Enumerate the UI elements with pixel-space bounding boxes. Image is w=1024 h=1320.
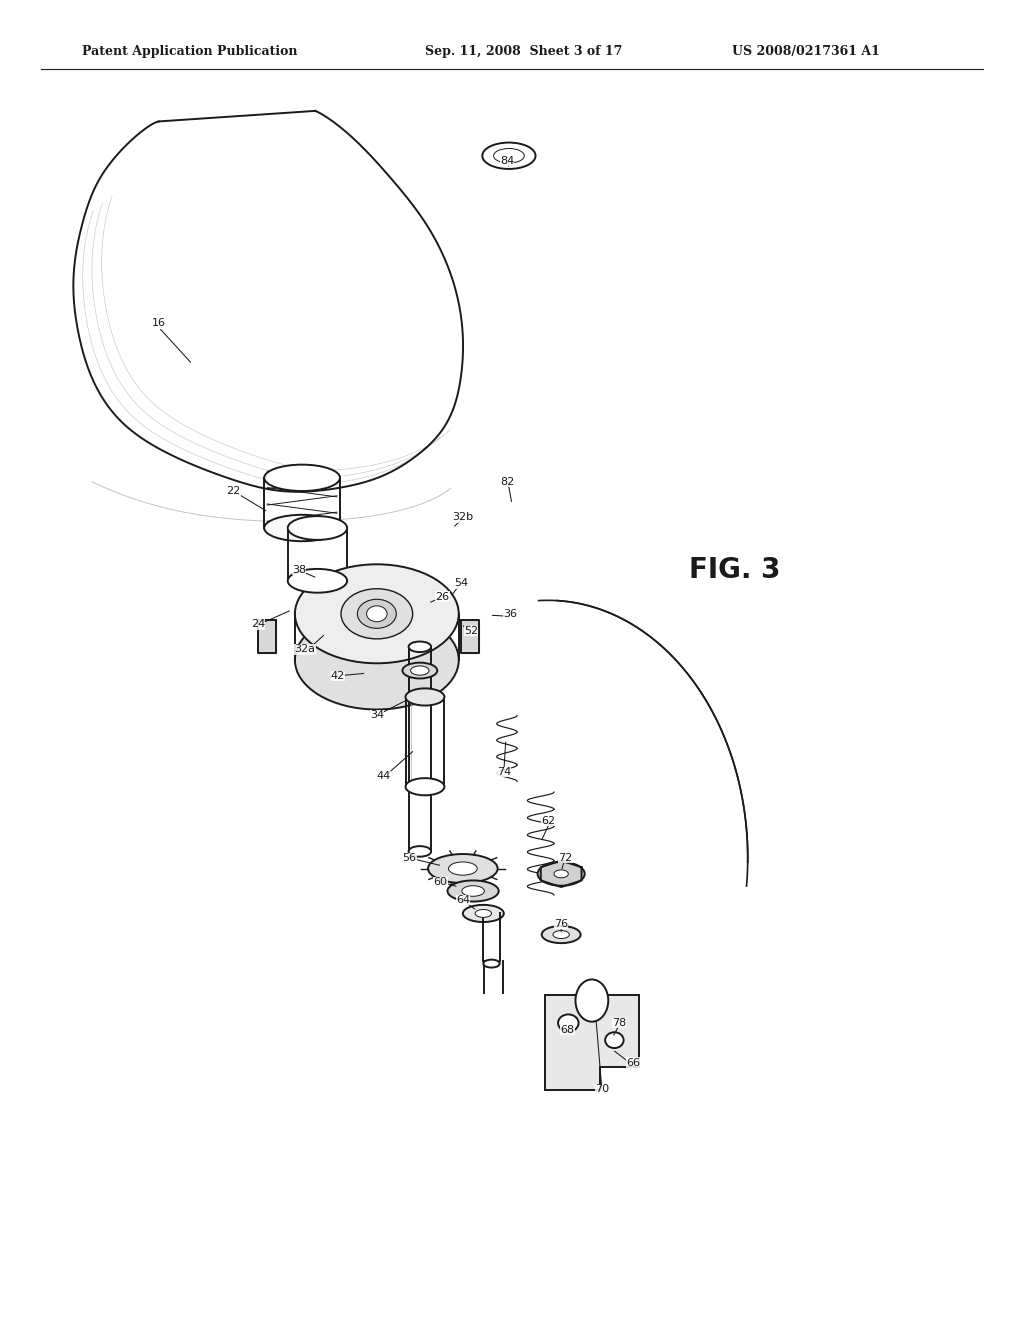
Ellipse shape (406, 689, 444, 706)
Text: Patent Application Publication: Patent Application Publication (82, 45, 297, 58)
Polygon shape (461, 620, 479, 653)
Ellipse shape (288, 516, 347, 540)
Ellipse shape (264, 465, 340, 491)
Text: 66: 66 (626, 1057, 640, 1068)
Text: 22: 22 (226, 486, 241, 496)
Ellipse shape (341, 589, 413, 639)
Text: 64: 64 (456, 895, 470, 906)
Text: 84: 84 (500, 156, 514, 166)
Ellipse shape (295, 565, 459, 663)
Text: 32a: 32a (295, 644, 315, 655)
Ellipse shape (554, 870, 568, 878)
Ellipse shape (483, 960, 500, 968)
Text: 56: 56 (402, 853, 417, 863)
Text: 78: 78 (612, 1018, 627, 1028)
Text: 38: 38 (292, 565, 306, 576)
Text: 62: 62 (541, 816, 555, 826)
Ellipse shape (553, 931, 569, 939)
Text: 52: 52 (464, 626, 478, 636)
Ellipse shape (295, 610, 459, 710)
Text: 32b: 32b (453, 512, 473, 523)
Circle shape (575, 979, 608, 1022)
Ellipse shape (542, 927, 581, 942)
Text: FIG. 3: FIG. 3 (689, 556, 781, 585)
Text: 36: 36 (503, 609, 517, 619)
Text: 70: 70 (595, 1084, 609, 1094)
Ellipse shape (449, 862, 477, 875)
Text: US 2008/0217361 A1: US 2008/0217361 A1 (732, 45, 880, 58)
Ellipse shape (409, 642, 431, 652)
Polygon shape (545, 995, 639, 1090)
Ellipse shape (409, 846, 431, 857)
Text: 82: 82 (500, 477, 514, 487)
Ellipse shape (288, 569, 347, 593)
Ellipse shape (482, 143, 536, 169)
Polygon shape (258, 620, 276, 653)
Text: 76: 76 (554, 919, 568, 929)
Text: 72: 72 (558, 853, 572, 863)
Text: 42: 42 (331, 671, 345, 681)
Ellipse shape (463, 906, 504, 921)
Text: 24: 24 (251, 619, 265, 630)
Ellipse shape (428, 854, 498, 883)
Ellipse shape (605, 1032, 624, 1048)
Text: Sep. 11, 2008  Sheet 3 of 17: Sep. 11, 2008 Sheet 3 of 17 (425, 45, 623, 58)
Ellipse shape (406, 777, 444, 795)
Ellipse shape (264, 515, 340, 541)
Ellipse shape (538, 862, 585, 886)
Ellipse shape (402, 663, 437, 678)
Ellipse shape (411, 667, 429, 676)
Ellipse shape (462, 886, 484, 896)
Text: 26: 26 (435, 591, 450, 602)
Ellipse shape (357, 599, 396, 628)
Ellipse shape (475, 909, 492, 917)
Ellipse shape (367, 606, 387, 622)
Text: 60: 60 (433, 876, 447, 887)
Text: 44: 44 (377, 771, 391, 781)
Text: 68: 68 (560, 1024, 574, 1035)
Text: 34: 34 (370, 710, 384, 721)
Ellipse shape (558, 1014, 579, 1032)
Text: 74: 74 (497, 767, 511, 777)
Text: 16: 16 (152, 318, 166, 329)
Ellipse shape (494, 149, 524, 162)
Text: 54: 54 (454, 578, 468, 589)
Ellipse shape (447, 880, 499, 902)
